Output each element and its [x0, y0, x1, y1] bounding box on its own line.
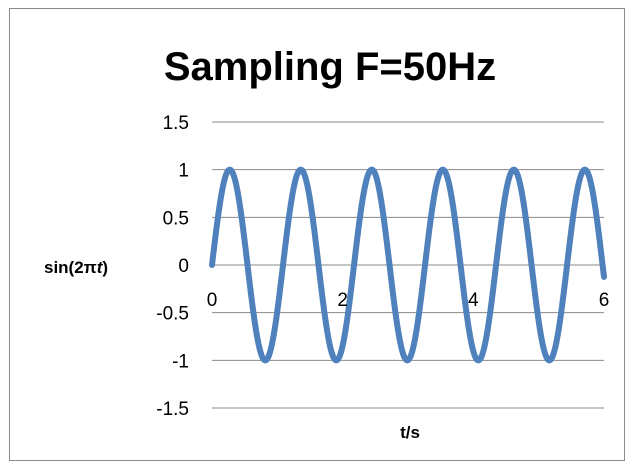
- grid-lines: [212, 121, 604, 409]
- y-tick-label: 0.5: [163, 208, 189, 229]
- y-tick-label: -1.5: [156, 399, 189, 420]
- sine-series-line: [209, 166, 607, 364]
- x-axis-tick-labels: 0 2 4 6: [207, 290, 610, 311]
- y-axis-label: sin(2πt): [44, 258, 108, 277]
- y-tick-label: 1.5: [163, 113, 189, 134]
- x-tick-label: 4: [468, 290, 479, 311]
- y-axis-label-variable: t: [97, 258, 104, 277]
- x-axis-label: t/s: [400, 423, 420, 442]
- y-tick-label: 1: [178, 161, 189, 182]
- chart-title: Sampling F=50Hz: [164, 45, 496, 89]
- y-axis-tick-labels: 1.5 1 0.5 0 -0.5 -1 -1.5: [156, 113, 189, 420]
- x-tick-label: 2: [337, 290, 348, 311]
- x-tick-label: 0: [207, 290, 218, 311]
- y-axis-label-prefix: sin(2π: [44, 258, 97, 277]
- y-tick-label: -1: [172, 351, 189, 372]
- y-tick-label: 0: [178, 256, 189, 277]
- x-tick-label: 6: [599, 290, 610, 311]
- y-axis-label-suffix: ): [102, 258, 108, 277]
- y-tick-label: -0.5: [156, 304, 189, 325]
